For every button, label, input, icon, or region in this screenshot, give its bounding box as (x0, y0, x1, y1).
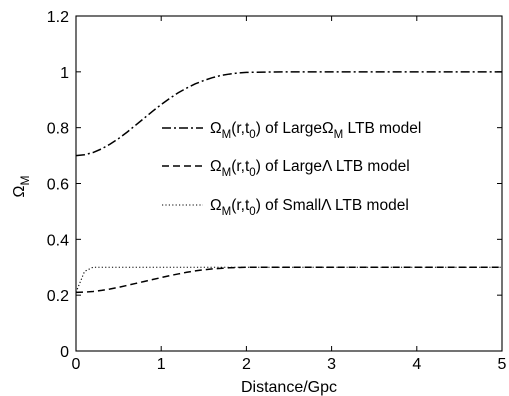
legend-part-post: ) of Small (256, 197, 321, 214)
y-axis-title-symbol: Ω (11, 186, 28, 198)
x-tick-label: 3 (327, 356, 336, 373)
legend-part-sym: Λ (322, 158, 333, 175)
legend-part-tail: LTB model (343, 120, 421, 137)
legend-part-sub2: 0 (249, 206, 255, 218)
y-tick-label: 0.4 (47, 232, 69, 249)
series-line-1 (75, 71, 502, 157)
legend-part-sub2: 0 (249, 129, 255, 141)
y-tick-label: 0.6 (47, 177, 69, 194)
legend-part-symsub: M (334, 129, 344, 141)
legend-part-tail: LTB model (332, 158, 410, 175)
x-tick-label: 1 (157, 356, 166, 373)
legend-label-3: ΩM(r,t0) of SmallΛ LTB model (210, 197, 409, 218)
legend-part-mid: (r,t (231, 158, 250, 175)
series-lines (75, 71, 502, 294)
legend-part-pre: Ω (210, 158, 222, 175)
y-axis-title-subscript: M (18, 176, 32, 186)
legend-part-sym: Λ (321, 197, 332, 214)
legend-part-sub2: 0 (249, 167, 255, 179)
x-tick-label: 2 (242, 356, 251, 373)
legend-part-sub1: M (222, 167, 232, 179)
legend-part-mid: (r,t (231, 197, 250, 214)
legend-part-pre: Ω (210, 197, 222, 214)
y-tick-label: 0.2 (47, 288, 69, 305)
y-axis-title: ΩM (11, 176, 32, 198)
legend-part-sub1: M (222, 206, 232, 218)
legend-part-post: ) of Large (256, 120, 322, 137)
x-tick-label: 5 (498, 356, 507, 373)
x-tick-label: 0 (72, 356, 81, 373)
series-line-2 (75, 266, 502, 294)
legend-part-tail: LTB model (331, 197, 409, 214)
series-line-3 (75, 266, 502, 293)
plot-frame (75, 15, 503, 352)
legend-part-post: ) of Large (256, 158, 322, 175)
y-tick-label: 0 (60, 344, 69, 361)
legend-part-sym: Ω (322, 120, 334, 137)
y-tick-label: 1 (60, 65, 69, 82)
legend-part-pre: Ω (210, 120, 222, 137)
y-tick-label: 1.2 (47, 9, 69, 26)
x-axis-title: Distance/Gpc (241, 379, 337, 396)
legend-label-1: ΩM(r,t0) of LargeΩM LTB model (210, 120, 421, 141)
legend-label-2: ΩM(r,t0) of LargeΛ LTB model (210, 158, 410, 179)
legend-part-sub1: M (222, 129, 232, 141)
y-tick-label: 0.8 (47, 121, 69, 138)
x-tick-label: 4 (412, 356, 421, 373)
legend-part-mid: (r,t (231, 120, 250, 137)
